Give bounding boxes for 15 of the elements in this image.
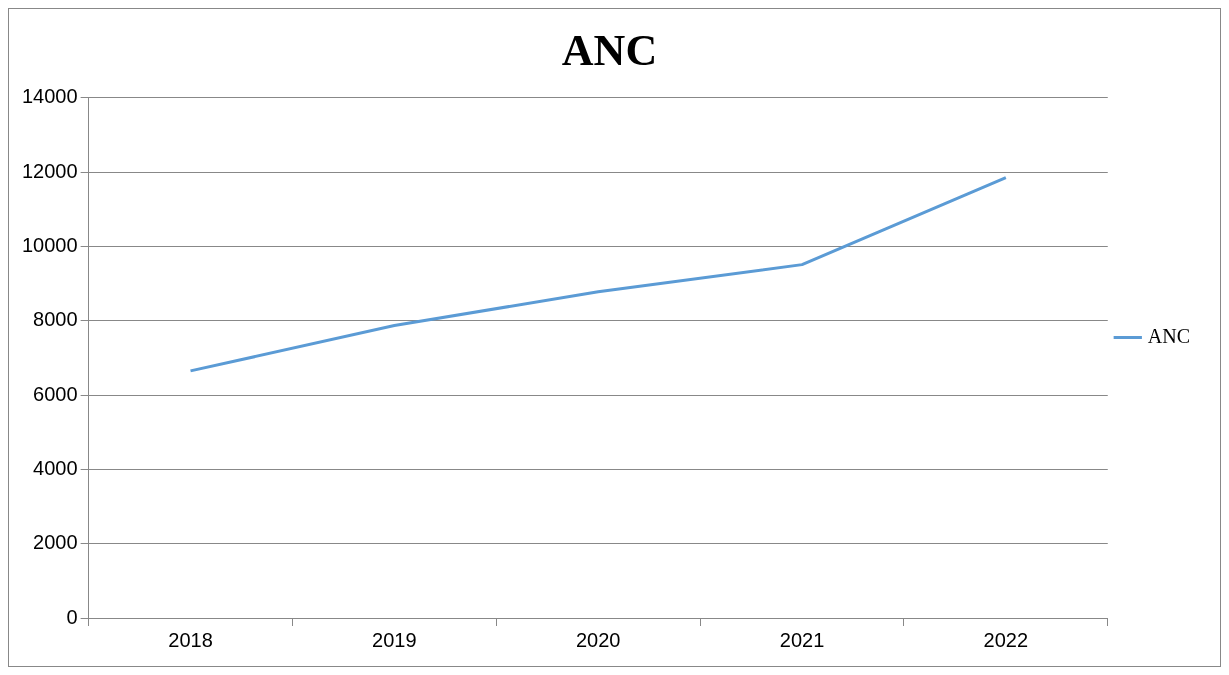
- y-tick-label: 14000: [21, 85, 78, 108]
- y-tick-label: 10000: [21, 233, 78, 256]
- x-tick-label: 2022: [983, 628, 1029, 651]
- y-tick-label: 0: [66, 605, 78, 628]
- y-tick-label: 2000: [33, 531, 78, 554]
- chart-title: ANC: [561, 25, 658, 75]
- y-tick-label: 6000: [33, 382, 78, 405]
- x-tick-label: 2020: [575, 628, 621, 651]
- y-tick-label: 8000: [33, 308, 78, 331]
- y-tick-label: 4000: [33, 456, 78, 479]
- x-tick-label: 2018: [168, 628, 213, 651]
- legend-label: ANC: [1147, 324, 1191, 347]
- x-tick-label: 2019: [372, 628, 417, 651]
- y-tick-label: 12000: [21, 159, 78, 182]
- x-tick-label: 2021: [779, 628, 825, 651]
